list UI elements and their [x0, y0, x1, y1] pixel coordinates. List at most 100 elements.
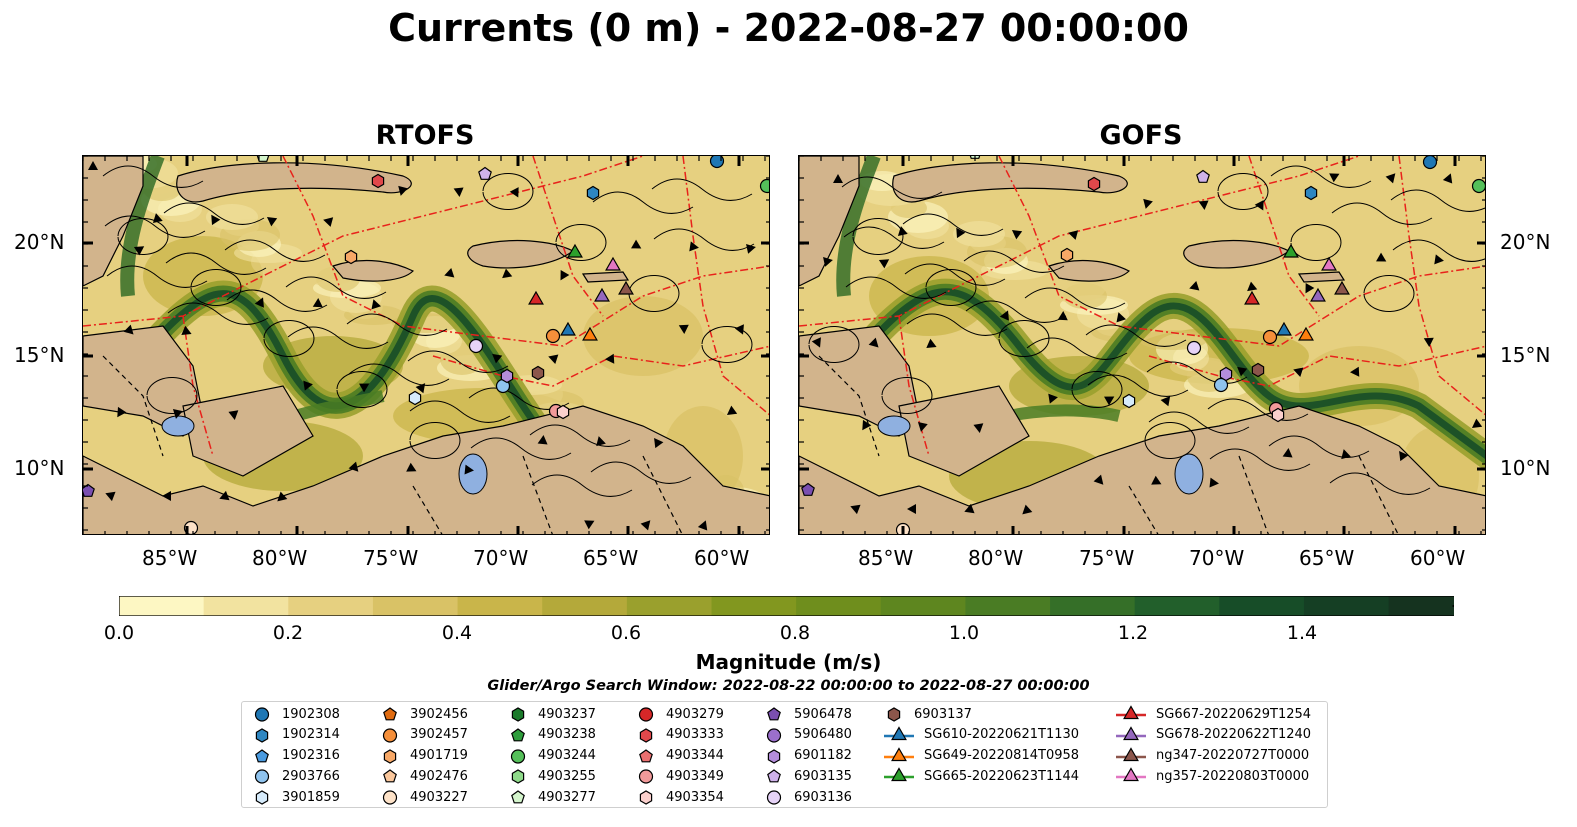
colorbar-segment [119, 596, 205, 616]
streamline-arrow [88, 161, 98, 170]
glider-marker [1321, 256, 1337, 271]
streamline [146, 377, 198, 414]
legend-label: 1902314 [282, 727, 340, 743]
float-marker [801, 482, 815, 496]
streamline-arrow [1151, 475, 1162, 485]
streamline [1026, 337, 1128, 360]
legend-label: 3902457 [410, 727, 468, 743]
streamline [1329, 472, 1431, 495]
streamline [808, 326, 860, 363]
streamline-arrow [999, 310, 1009, 321]
streamline [226, 289, 328, 312]
streamline-arrow [266, 217, 278, 227]
legend-marker [511, 790, 525, 804]
legend-item: 4903238 [508, 726, 596, 744]
legend-label: 4902476 [410, 768, 468, 784]
streamline [482, 173, 534, 210]
legend-item: 1902308 [252, 705, 340, 723]
legend-item: 5906478 [764, 705, 852, 723]
legend-item: ng357-20220803T0000 [1116, 767, 1309, 785]
float-marker [1271, 407, 1285, 423]
streamline-arrow [277, 491, 288, 502]
colorbar-segment [1303, 596, 1390, 616]
colorbar-segment [626, 596, 712, 616]
streamline-arrow [152, 213, 163, 223]
eez-boundary [83, 156, 644, 327]
legend-marker [511, 769, 525, 785]
streamline-arrow [398, 185, 408, 196]
glider-marker [618, 280, 634, 295]
streamline [1217, 173, 1269, 210]
eez-boundary [898, 315, 930, 457]
legend-marker [887, 707, 901, 722]
streamline-arrow [862, 419, 872, 431]
streamline [1270, 165, 1372, 188]
legend-item: 1902314 [252, 726, 340, 744]
circle-marker-icon [638, 707, 654, 722]
streamline-arrow [640, 520, 651, 531]
streamline-arrow [1350, 366, 1360, 377]
streamline [998, 320, 1050, 357]
streamline-arrow [1068, 230, 1079, 240]
float-marker [468, 338, 484, 354]
legend-marker [891, 726, 907, 740]
lake [1174, 453, 1204, 495]
float-marker [1087, 176, 1101, 192]
legend-label: 1902308 [282, 706, 340, 722]
streamline [1207, 398, 1309, 421]
streamline [1392, 239, 1485, 262]
lon-label-left-70w: 70°W [473, 546, 529, 570]
glider-marker [567, 243, 583, 258]
triangle-marker-icon [1116, 726, 1146, 740]
triangle-marker-icon [1116, 767, 1146, 782]
legend-label: SG665-20220623T1144 [924, 768, 1080, 784]
colorbar-tick: 1.4 [1286, 622, 1318, 644]
streamline-arrow [172, 409, 183, 419]
streamline [628, 275, 680, 312]
eez-boundary [799, 156, 1360, 327]
figure-title: Currents (0 m) - 2022-08-27 00:00:00 [388, 6, 1189, 50]
streamline-arrow [1423, 337, 1434, 347]
streamline [336, 371, 388, 408]
streamline-arrow [1198, 200, 1209, 210]
triangle-marker-icon [1116, 705, 1146, 720]
pentagon-marker-icon [511, 790, 525, 804]
strong-current-band [120, 156, 165, 297]
lon-label-right-60w: 60°W [1410, 546, 1466, 570]
streamline [1268, 435, 1370, 458]
streamline [287, 326, 389, 349]
legend-item: SG649-20220814T0958 [884, 746, 1079, 765]
hexagon-marker-icon [639, 728, 653, 743]
legend-item: SG610-20220621T1130 [884, 726, 1079, 744]
country-border [642, 455, 683, 534]
lat-label-left-15n: 15°N [14, 343, 65, 367]
streamline-arrow [689, 241, 699, 252]
eez-boundary [998, 156, 1485, 347]
streamline [963, 250, 1065, 273]
float-marker [1422, 156, 1438, 170]
streamline-arrow [444, 268, 455, 278]
legend-label: 4903244 [538, 748, 596, 764]
legend-marker [891, 767, 907, 782]
colorbar-segment [542, 596, 628, 616]
eez-boundary [532, 156, 604, 317]
streamline-arrow [734, 324, 744, 335]
eez-boundary [1248, 156, 1320, 317]
colorbar-tick: 1.0 [948, 622, 980, 644]
legend-item: 4903227 [380, 788, 468, 806]
streamline-arrow [219, 490, 230, 501]
streamline-arrow [596, 436, 606, 447]
legend-item: 2903766 [252, 767, 340, 785]
streamline-arrow [1048, 393, 1058, 404]
colorbar-segment [796, 596, 882, 616]
streamline-arrow [917, 422, 928, 432]
circle-marker-icon [382, 790, 398, 805]
eez-boundary [282, 156, 769, 347]
country-border [412, 485, 443, 534]
streamline-arrow [631, 239, 642, 249]
streamline-arrow [964, 503, 975, 514]
legend-marker [254, 707, 270, 722]
float-marker [1060, 247, 1074, 263]
legend-label: 3902456 [410, 706, 468, 722]
streamline-arrow [312, 298, 323, 308]
